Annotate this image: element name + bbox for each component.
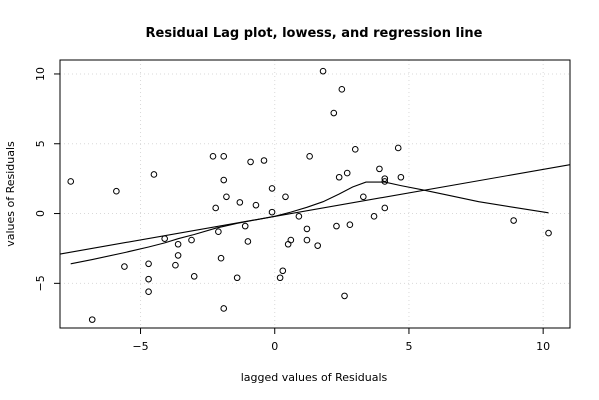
data-point bbox=[215, 228, 222, 235]
data-point bbox=[268, 208, 276, 216]
y-tick-label: 5 bbox=[34, 140, 47, 147]
y-axis: −5 0 5 10 bbox=[34, 67, 60, 291]
data-points bbox=[67, 67, 552, 323]
x-tick-label: 10 bbox=[536, 340, 550, 353]
data-point bbox=[145, 260, 152, 268]
data-point bbox=[236, 199, 244, 206]
data-point bbox=[346, 221, 354, 229]
data-point bbox=[333, 222, 340, 230]
data-point bbox=[381, 178, 389, 185]
data-point bbox=[67, 178, 75, 185]
plot-frame bbox=[59, 59, 571, 329]
data-point bbox=[244, 238, 252, 245]
lowess-curve bbox=[70, 181, 549, 265]
data-point bbox=[174, 240, 182, 248]
data-point bbox=[233, 274, 241, 282]
x-tick-label: 0 bbox=[271, 340, 278, 353]
x-axis-title: lagged values of Residuals bbox=[241, 371, 388, 384]
x-axis: −5 0 5 10 bbox=[132, 328, 550, 353]
fit-lines bbox=[59, 164, 571, 265]
data-point bbox=[394, 144, 402, 152]
data-point bbox=[314, 242, 321, 249]
data-point bbox=[306, 153, 313, 160]
data-point bbox=[252, 201, 260, 209]
data-point bbox=[121, 263, 128, 270]
data-point bbox=[330, 109, 338, 117]
data-point bbox=[335, 173, 343, 181]
data-point bbox=[545, 229, 552, 237]
data-point bbox=[343, 169, 351, 177]
data-point bbox=[341, 292, 348, 300]
data-point bbox=[145, 288, 152, 296]
data-point bbox=[220, 305, 228, 312]
data-point bbox=[303, 236, 311, 244]
data-point bbox=[338, 86, 346, 93]
x-tick-label: −5 bbox=[132, 340, 148, 353]
data-point bbox=[172, 261, 179, 269]
data-point bbox=[276, 274, 284, 282]
x-tick-label: 5 bbox=[405, 340, 412, 353]
data-point bbox=[268, 185, 276, 192]
regression-line bbox=[59, 164, 571, 255]
data-point bbox=[370, 213, 378, 220]
data-point bbox=[295, 213, 303, 220]
data-point bbox=[279, 267, 287, 275]
data-point bbox=[88, 316, 96, 323]
data-point bbox=[220, 176, 228, 184]
y-axis-title: values of Residuals bbox=[4, 141, 17, 247]
data-point bbox=[351, 146, 359, 153]
data-point bbox=[260, 157, 268, 164]
data-point bbox=[319, 67, 327, 75]
data-point bbox=[376, 165, 383, 173]
data-point bbox=[145, 275, 152, 283]
data-point bbox=[381, 175, 389, 182]
data-point bbox=[217, 254, 225, 262]
data-point bbox=[150, 171, 158, 178]
data-point bbox=[209, 153, 217, 160]
chart-title: Residual Lag plot, lowess, and regressio… bbox=[146, 26, 483, 41]
data-point bbox=[220, 153, 228, 160]
data-point bbox=[360, 193, 367, 201]
data-point bbox=[174, 252, 182, 259]
data-point bbox=[247, 158, 254, 166]
data-point bbox=[190, 273, 198, 280]
y-tick-label: −5 bbox=[34, 275, 47, 291]
data-point bbox=[223, 193, 230, 201]
y-tick-label: 0 bbox=[34, 210, 47, 217]
grid-lines bbox=[60, 60, 570, 328]
data-point bbox=[381, 204, 389, 212]
data-point bbox=[287, 236, 295, 244]
data-point bbox=[212, 204, 219, 212]
data-point bbox=[282, 193, 289, 201]
data-point bbox=[188, 236, 195, 244]
data-point bbox=[241, 222, 249, 230]
data-point bbox=[113, 187, 120, 195]
data-point bbox=[303, 225, 311, 233]
y-tick-label: 10 bbox=[34, 67, 47, 81]
data-point bbox=[161, 235, 168, 242]
data-point bbox=[510, 217, 517, 224]
data-point bbox=[397, 173, 405, 181]
